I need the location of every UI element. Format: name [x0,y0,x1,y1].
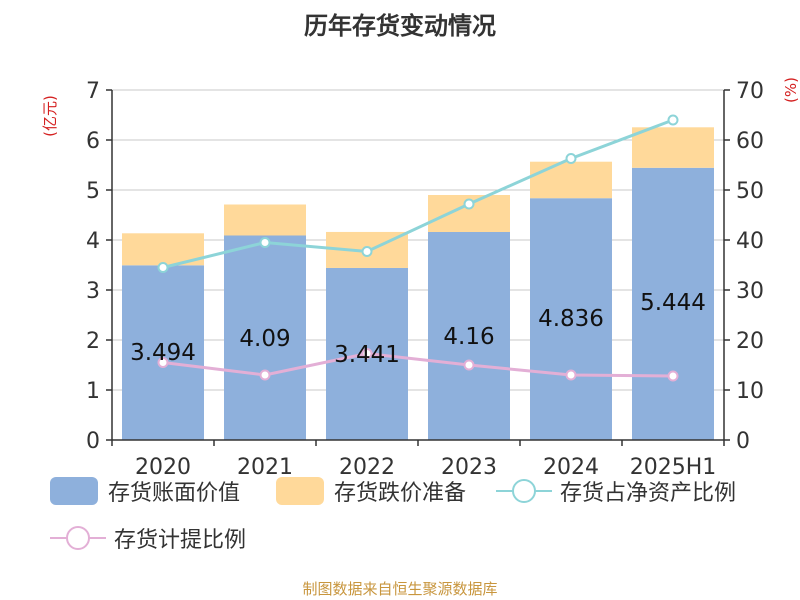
legend-impairment-swatch [276,477,324,505]
legend-book-value-swatch [50,477,98,505]
x-tick-label: 2022 [339,455,395,480]
bar-book-value [632,167,714,441]
legend-impairment[interactable]: 存货跌价准备 [276,475,466,507]
left-tick-label: 3 [86,279,100,304]
right-tick-label: 0 [736,429,750,454]
x-tick-label: 2025H1 [630,455,717,480]
point-net-asset-ratio [157,262,169,273]
data-label-book-value: 4.16 [443,324,494,350]
legend-net-asset-ratio-label: 存货占净资产比例 [560,481,737,506]
data-label-book-value: 3.494 [130,340,196,366]
data-label-book-value: 4.836 [538,306,604,332]
left-tick-label: 1 [86,379,100,404]
right-tick-label: 30 [736,279,764,304]
point-provision-ratio [361,348,373,359]
right-tick-label: 70 [736,79,764,104]
legend-provision-ratio[interactable]: 存货计提比例 [50,522,246,554]
point-provision-ratio [667,370,679,382]
bar-book-value [530,198,612,440]
bar-impairment [530,161,612,199]
legend-book-value[interactable]: 存货账面价值 [50,475,240,507]
right-tick-label: 40 [736,229,764,254]
left-tick-label: 0 [86,429,100,454]
legend-provision-ratio-label: 存货计提比例 [114,528,247,553]
right-tick-label: 20 [736,329,764,354]
bar-book-value [428,232,510,440]
bar-book-value [224,235,306,440]
right-tick-label: 50 [736,179,764,204]
right-tick-label: 10 [736,379,764,404]
point-net-asset-ratio [259,237,271,248]
point-net-asset-ratio [565,153,577,164]
data-label-book-value: 5.444 [640,290,706,316]
legend-net-asset-ratio-swatch [496,479,552,503]
bar-book-value [122,265,204,440]
left-tick-label: 4 [86,229,100,254]
point-net-asset-ratio [361,246,373,257]
bar-impairment [224,204,306,236]
data-label-book-value: 4.09 [239,326,290,352]
line-net-asset-ratio [162,118,674,269]
x-tick-label: 2020 [135,455,191,480]
left-axis-unit: (亿元) [41,95,59,137]
point-net-asset-ratio [463,198,475,210]
legend-provision-ratio-swatch [50,526,106,550]
line-provision-ratio [162,351,674,378]
x-tick-label: 2024 [543,455,599,480]
point-provision-ratio [565,369,577,381]
right-tick-label: 60 [736,129,764,154]
right-axis-unit: (%) [782,77,800,103]
legend-impairment-label: 存货跌价准备 [334,481,467,506]
left-tick-label: 6 [86,129,100,154]
x-tick-label: 2021 [237,455,293,480]
legend-net-asset-ratio[interactable]: 存货占净资产比例 [496,475,736,507]
point-net-asset-ratio [667,114,679,126]
source-note: 制图数据来自恒生聚源数据库 [302,580,498,598]
chart-title: 历年存货变动情况 [304,12,496,40]
point-provision-ratio [157,357,169,368]
left-tick-label: 2 [86,329,100,354]
legend-book-value-label: 存货账面价值 [108,481,241,506]
bar-impairment [632,127,714,168]
left-tick-label: 5 [86,179,100,204]
point-provision-ratio [463,359,475,371]
data-label-book-value: 3.441 [334,342,400,368]
x-tick-label: 2023 [441,455,497,480]
point-provision-ratio [259,369,271,381]
left-tick-label: 7 [86,79,100,104]
